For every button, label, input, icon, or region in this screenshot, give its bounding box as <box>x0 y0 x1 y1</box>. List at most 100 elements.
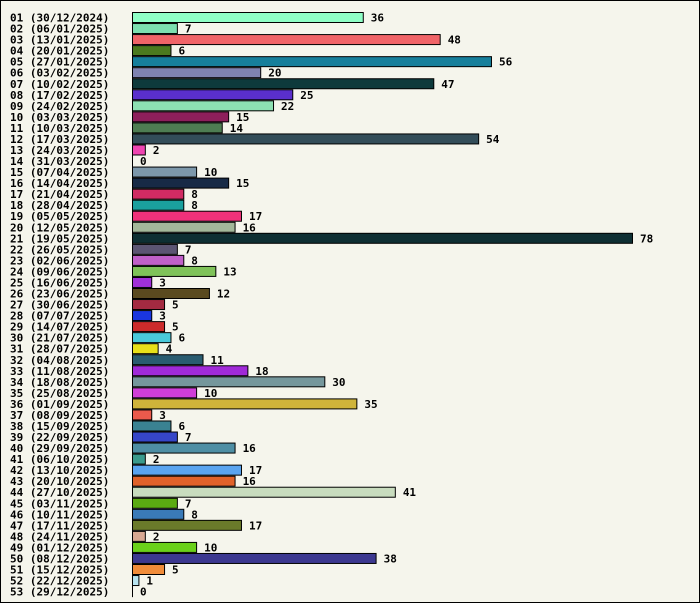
category-label: 08 (17/02/2025) <box>10 89 109 102</box>
value-label: 2 <box>153 453 160 466</box>
value-label: 25 <box>300 89 313 102</box>
bar <box>132 232 633 244</box>
value-label: 8 <box>191 188 198 201</box>
category-label: 16 (14/04/2025) <box>10 177 109 190</box>
bar <box>132 354 204 366</box>
category-label: 13 (24/03/2025) <box>10 144 109 157</box>
value-label: 7 <box>185 497 192 510</box>
value-label: 13 <box>223 265 236 278</box>
value-label: 22 <box>281 100 294 113</box>
value-label: 17 <box>249 210 262 223</box>
value-label: 6 <box>178 45 185 58</box>
bar <box>132 122 223 134</box>
bar <box>132 321 166 333</box>
bar <box>132 497 178 509</box>
bar <box>132 276 153 288</box>
value-label: 4 <box>166 343 173 356</box>
value-label: 54 <box>486 133 500 146</box>
category-label: 30 (21/07/2025) <box>10 332 109 345</box>
value-label: 10 <box>204 166 217 179</box>
category-label: 26 (23/06/2025) <box>10 288 109 301</box>
value-label: 12 <box>217 288 230 301</box>
bar <box>132 453 146 465</box>
bar <box>132 475 236 487</box>
bar <box>132 464 242 476</box>
value-label: 5 <box>172 321 179 334</box>
category-label: 19 (05/05/2025) <box>10 210 109 223</box>
value-label: 41 <box>403 486 417 499</box>
category-label: 28 (07/07/2025) <box>10 310 109 323</box>
category-label: 02 (06/01/2025) <box>10 23 109 36</box>
bar <box>132 564 166 575</box>
bar <box>132 133 480 145</box>
value-label: 6 <box>178 332 185 345</box>
bar <box>132 111 230 123</box>
category-label: 04 (20/01/2025) <box>10 45 109 58</box>
bar <box>132 398 358 410</box>
category-label: 47 (17/11/2025) <box>10 519 109 532</box>
category-label: 48 (24/11/2025) <box>10 530 109 543</box>
bar <box>132 100 275 112</box>
value-label: 1 <box>146 575 153 588</box>
bar <box>132 299 166 311</box>
bar <box>132 254 185 266</box>
bar <box>132 67 262 79</box>
value-label: 16 <box>243 475 257 488</box>
category-label: 45 (03/11/2025) <box>10 497 109 510</box>
value-label: 7 <box>185 431 192 444</box>
bar <box>132 221 236 233</box>
value-label: 6 <box>178 420 185 433</box>
value-label: 5 <box>172 564 179 577</box>
category-label: 18 (28/04/2025) <box>10 199 109 212</box>
bar <box>132 332 172 344</box>
value-label: 15 <box>236 111 249 124</box>
bar <box>132 575 140 587</box>
value-label: 11 <box>211 354 225 367</box>
value-label: 48 <box>448 34 461 47</box>
bar <box>132 144 146 156</box>
category-label: 37 (08/09/2025) <box>10 409 109 422</box>
value-label: 3 <box>159 276 166 289</box>
bar <box>132 45 172 57</box>
category-label: 22 (26/05/2025) <box>10 243 109 256</box>
bar <box>132 23 178 35</box>
bar <box>132 310 153 322</box>
value-label: 0 <box>140 586 147 599</box>
value-label: 3 <box>159 409 166 422</box>
category-label: 23 (02/06/2025) <box>10 254 109 267</box>
category-label: 06 (03/02/2025) <box>10 67 109 80</box>
bar <box>132 541 198 553</box>
category-label: 41 (06/10/2025) <box>10 453 109 466</box>
bar <box>132 166 198 178</box>
value-label: 16 <box>243 442 257 455</box>
category-label: 43 (20/10/2025) <box>10 475 109 488</box>
category-label: 10 (03/03/2025) <box>10 111 109 124</box>
category-label: 20 (12/05/2025) <box>10 221 109 234</box>
bar <box>132 431 178 443</box>
category-label: 33 (11/08/2025) <box>10 365 109 378</box>
value-label: 16 <box>243 221 257 234</box>
category-label: 44 (27/10/2025) <box>10 486 109 499</box>
bar <box>132 89 294 101</box>
value-label: 10 <box>204 541 217 554</box>
category-label: 38 (15/09/2025) <box>10 420 109 433</box>
category-label: 53 (29/12/2025) <box>10 586 109 599</box>
category-label: 03 (13/01/2025) <box>10 34 109 47</box>
category-label: 21 (19/05/2025) <box>10 232 109 245</box>
value-label: 0 <box>140 155 147 168</box>
category-label: 14 (31/03/2025) <box>10 155 109 168</box>
value-label: 20 <box>268 67 281 80</box>
category-label: 12 (17/03/2025) <box>10 133 109 146</box>
value-label: 8 <box>191 254 198 267</box>
value-label: 38 <box>384 552 397 565</box>
bar <box>132 519 242 531</box>
value-label: 2 <box>153 144 160 157</box>
category-label: 51 (15/12/2025) <box>10 564 109 577</box>
bar <box>132 486 396 498</box>
bar <box>132 288 210 299</box>
value-label: 2 <box>153 530 160 543</box>
value-label: 8 <box>191 199 198 212</box>
bar <box>132 442 236 454</box>
category-label: 39 (22/09/2025) <box>10 431 109 444</box>
